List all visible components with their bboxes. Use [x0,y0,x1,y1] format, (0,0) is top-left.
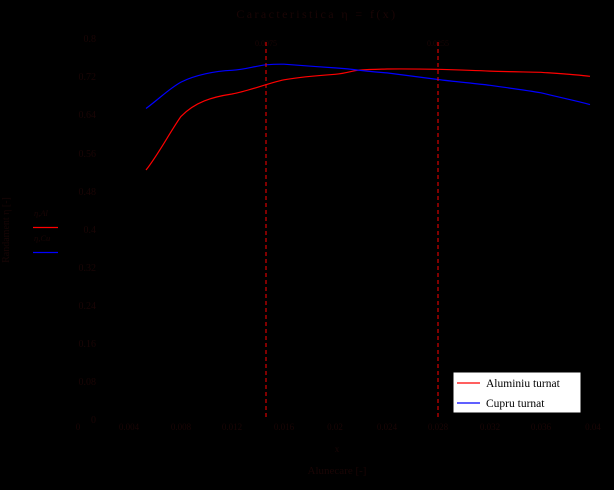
svg-text:0: 0 [76,422,81,432]
svg-text:0.028: 0.028 [428,422,449,432]
svg-text:0.008: 0.008 [171,422,192,432]
svg-text:0.036: 0.036 [531,422,552,432]
svg-text:0.16: 0.16 [79,339,97,350]
svg-text:0.032: 0.032 [480,422,500,432]
svg-text:0.8: 0.8 [84,34,97,45]
svg-text:0.016: 0.016 [274,422,295,432]
svg-text:0.72: 0.72 [79,72,97,83]
svg-text:0.32: 0.32 [79,263,97,274]
svg-text:Alunecare [-]: Alunecare [-] [308,465,367,477]
svg-text:0.64: 0.64 [79,110,97,121]
svg-text:0.48: 0.48 [79,187,97,198]
svg-text:Cupru turnat: Cupru turnat [486,398,545,410]
svg-text:0: 0 [91,415,96,426]
svg-text:η,Al: η,Al [34,208,49,218]
svg-text:0.04: 0.04 [585,422,601,432]
svg-text:Aluminiu turnat: Aluminiu turnat [486,378,561,390]
svg-text:0.024: 0.024 [377,422,398,432]
svg-text:η,Cu: η,Cu [34,233,50,243]
svg-text:x: x [335,444,340,454]
svg-text:0.08: 0.08 [79,377,97,388]
svg-text:0.02: 0.02 [327,422,343,432]
svg-text:0.56: 0.56 [79,149,97,160]
svg-text:0.4: 0.4 [84,225,97,236]
svg-text:Randament η [-]: Randament η [-] [1,197,12,263]
svg-text:Caracteristica η = f(x): Caracteristica η = f(x) [236,7,397,21]
svg-text:0.012: 0.012 [222,422,242,432]
svg-text:0.004: 0.004 [119,422,140,432]
svg-text:0.24: 0.24 [79,301,97,312]
